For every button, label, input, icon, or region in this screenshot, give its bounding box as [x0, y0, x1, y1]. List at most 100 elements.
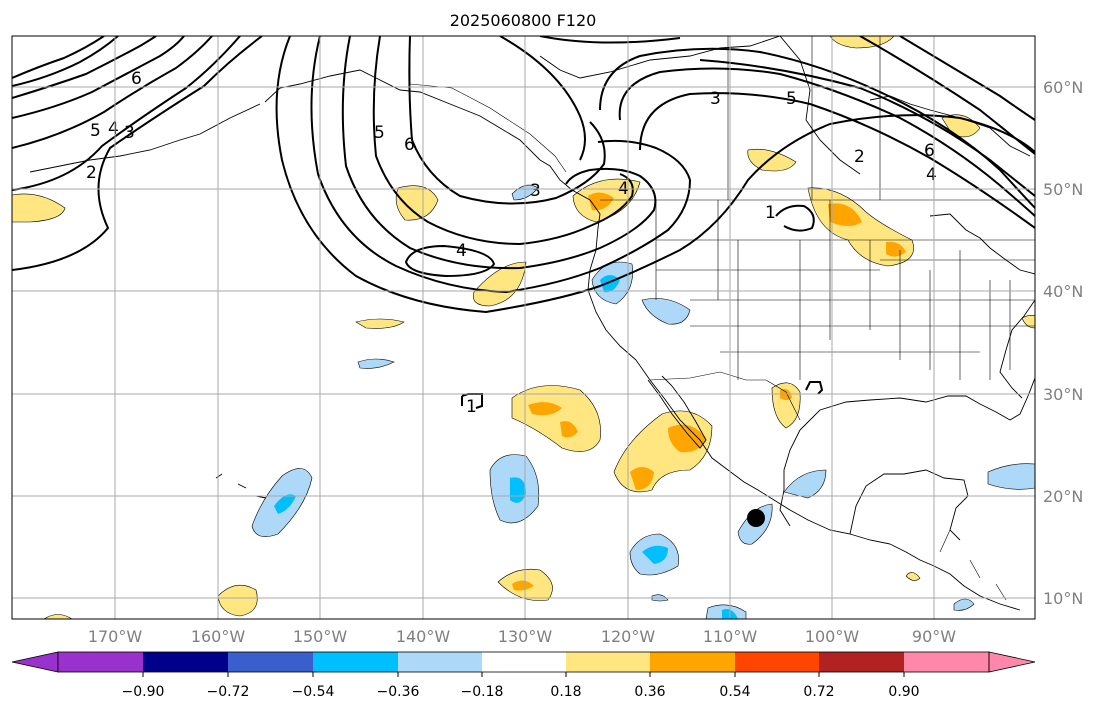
- lon-label: 140°W: [396, 627, 451, 646]
- lon-axis-labels: 170°W 160°W 150°W 140°W 130°W 120°W 110°…: [88, 627, 956, 646]
- colorbar-segment: [228, 652, 313, 672]
- anomaly-pos-5: [355, 318, 405, 329]
- anomaly-pos-7b: [668, 424, 706, 453]
- anomaly-pos-13b: [512, 580, 534, 591]
- contour-c6: [12, 36, 105, 79]
- anomaly-neg-5b: [642, 545, 668, 564]
- colorbar-tick-label: 0.90: [888, 684, 919, 700]
- lon-label: 160°W: [191, 627, 246, 646]
- colorbar-segment: [819, 652, 904, 672]
- anomaly-neg-8: [987, 463, 1035, 490]
- anomaly-pos-14: [217, 584, 258, 617]
- colorbar-frame: [57, 651, 990, 673]
- border-central-america: [939, 529, 1007, 601]
- coast-great-lakes: [929, 213, 1035, 275]
- lat-label: 40°N: [1043, 282, 1083, 301]
- lat-label: 20°N: [1043, 487, 1083, 506]
- anomaly-pos-15: [43, 614, 73, 619]
- contour-label: 1: [765, 203, 776, 223]
- contour-c3: [12, 36, 213, 149]
- lat-axis-labels: 60°N 50°N 40°N 30°N 20°N 10°N: [1043, 78, 1083, 608]
- anomaly-pos-6: [511, 385, 601, 452]
- coast-hawaii: [215, 473, 267, 499]
- contour-c1: [12, 36, 263, 271]
- contour-trough-4: [372, 36, 634, 246]
- contour-east-1: [499, 36, 1035, 209]
- filled-anomalies: [12, 36, 1035, 619]
- colorbar-segment: [398, 652, 482, 672]
- coast-aleutians: [29, 103, 261, 173]
- colorbar-tick-label: 0.18: [550, 684, 581, 700]
- anomaly-pos-12: [829, 36, 895, 49]
- coast-gulf-mexico: [799, 377, 1035, 431]
- colorbar-tick-label: −0.72: [207, 684, 250, 700]
- contour-label: 6: [404, 135, 415, 155]
- contour-label: 5: [786, 89, 797, 109]
- colorbar-left-extend: [11, 651, 59, 673]
- lon-label: 170°W: [88, 627, 143, 646]
- lon-label: 110°W: [703, 627, 758, 646]
- anomaly-pos-9: [747, 148, 797, 172]
- contour-east-2: [618, 67, 1035, 217]
- anomaly-pos-10c: [886, 241, 906, 257]
- contour-big-trough-outer: [275, 36, 1035, 314]
- contour-labels: 6 5 4 3 2 5 6 3 4 4 3 5 2 6 4 1 1: [86, 69, 937, 417]
- anomaly-pos-16: [1021, 315, 1035, 329]
- colorbar-tick-label: −0.54: [292, 684, 335, 700]
- anomaly-pos-7: [613, 410, 713, 493]
- contour-small-box-2: [805, 381, 824, 395]
- contour-label: 2: [86, 163, 97, 183]
- contour-label: 4: [926, 165, 937, 185]
- anomaly-pos-10b: [828, 203, 862, 226]
- anomaly-neg-10: [357, 358, 395, 369]
- contour-label: 6: [131, 69, 142, 89]
- colorbar-tick-label: −0.36: [377, 684, 420, 700]
- colorbar-right-extend: [988, 651, 1036, 673]
- lat-label: 60°N: [1043, 78, 1083, 97]
- plot-area: 6 5 4 3 2 5 6 3 4 4 3 5 2 6 4 1 1: [12, 36, 1035, 619]
- anomaly-pos-6c: [560, 421, 578, 438]
- border-alaska-canada: [409, 36, 567, 173]
- lon-label: 90°W: [912, 627, 956, 646]
- colorbar-segment: [904, 652, 989, 672]
- colorbar-tick-labels: −0.90 −0.72 −0.54 −0.36 −0.18 0.18 0.36 …: [122, 684, 920, 700]
- contour-label: 1: [466, 397, 477, 417]
- contour-nw-corner: [12, 36, 119, 87]
- colorbar-tick-label: 0.36: [634, 684, 665, 700]
- coast-yucatan: [849, 469, 969, 541]
- contour-east-3: [639, 92, 1035, 229]
- map-title: 2025060800 F120: [450, 11, 597, 30]
- contour-label: 6: [924, 141, 935, 161]
- contour-c4: [12, 36, 185, 119]
- contour-c2: [12, 36, 241, 191]
- colorbar-segment: [143, 652, 228, 672]
- colorbar-tick-label: −0.90: [122, 684, 165, 700]
- coast-hudson-west: [779, 36, 861, 175]
- contour-label: 3: [710, 89, 721, 109]
- colorbar-tick-label: −0.18: [461, 684, 504, 700]
- contour-label: 5: [374, 123, 385, 143]
- coast-arctic: [539, 36, 781, 79]
- contour-label: 3: [530, 181, 541, 201]
- anomaly-neg-6: [783, 469, 827, 499]
- colorbar-segment: [482, 652, 566, 672]
- coast-gulf-west: [779, 429, 801, 527]
- contour-inner-low: [404, 244, 496, 278]
- location-marker: [747, 509, 765, 527]
- contour-east-4: [539, 36, 1035, 197]
- lon-label: 150°W: [293, 627, 348, 646]
- lat-label: 50°N: [1043, 180, 1083, 199]
- contour-trough-2: [310, 36, 692, 294]
- coastlines: [29, 36, 1035, 611]
- contour-label: 4: [108, 119, 119, 139]
- anomaly-neg-3b: [510, 477, 526, 503]
- colorbar-ticks: [142, 672, 905, 677]
- border-states-lines: [655, 200, 1035, 380]
- contour-label: 4: [456, 241, 467, 261]
- contour-label: 3: [124, 123, 135, 143]
- colorbar-segment: [313, 652, 398, 672]
- colorbar-segment: [58, 652, 143, 672]
- contour-small-1: [775, 204, 815, 232]
- colorbar-segment: [735, 652, 819, 672]
